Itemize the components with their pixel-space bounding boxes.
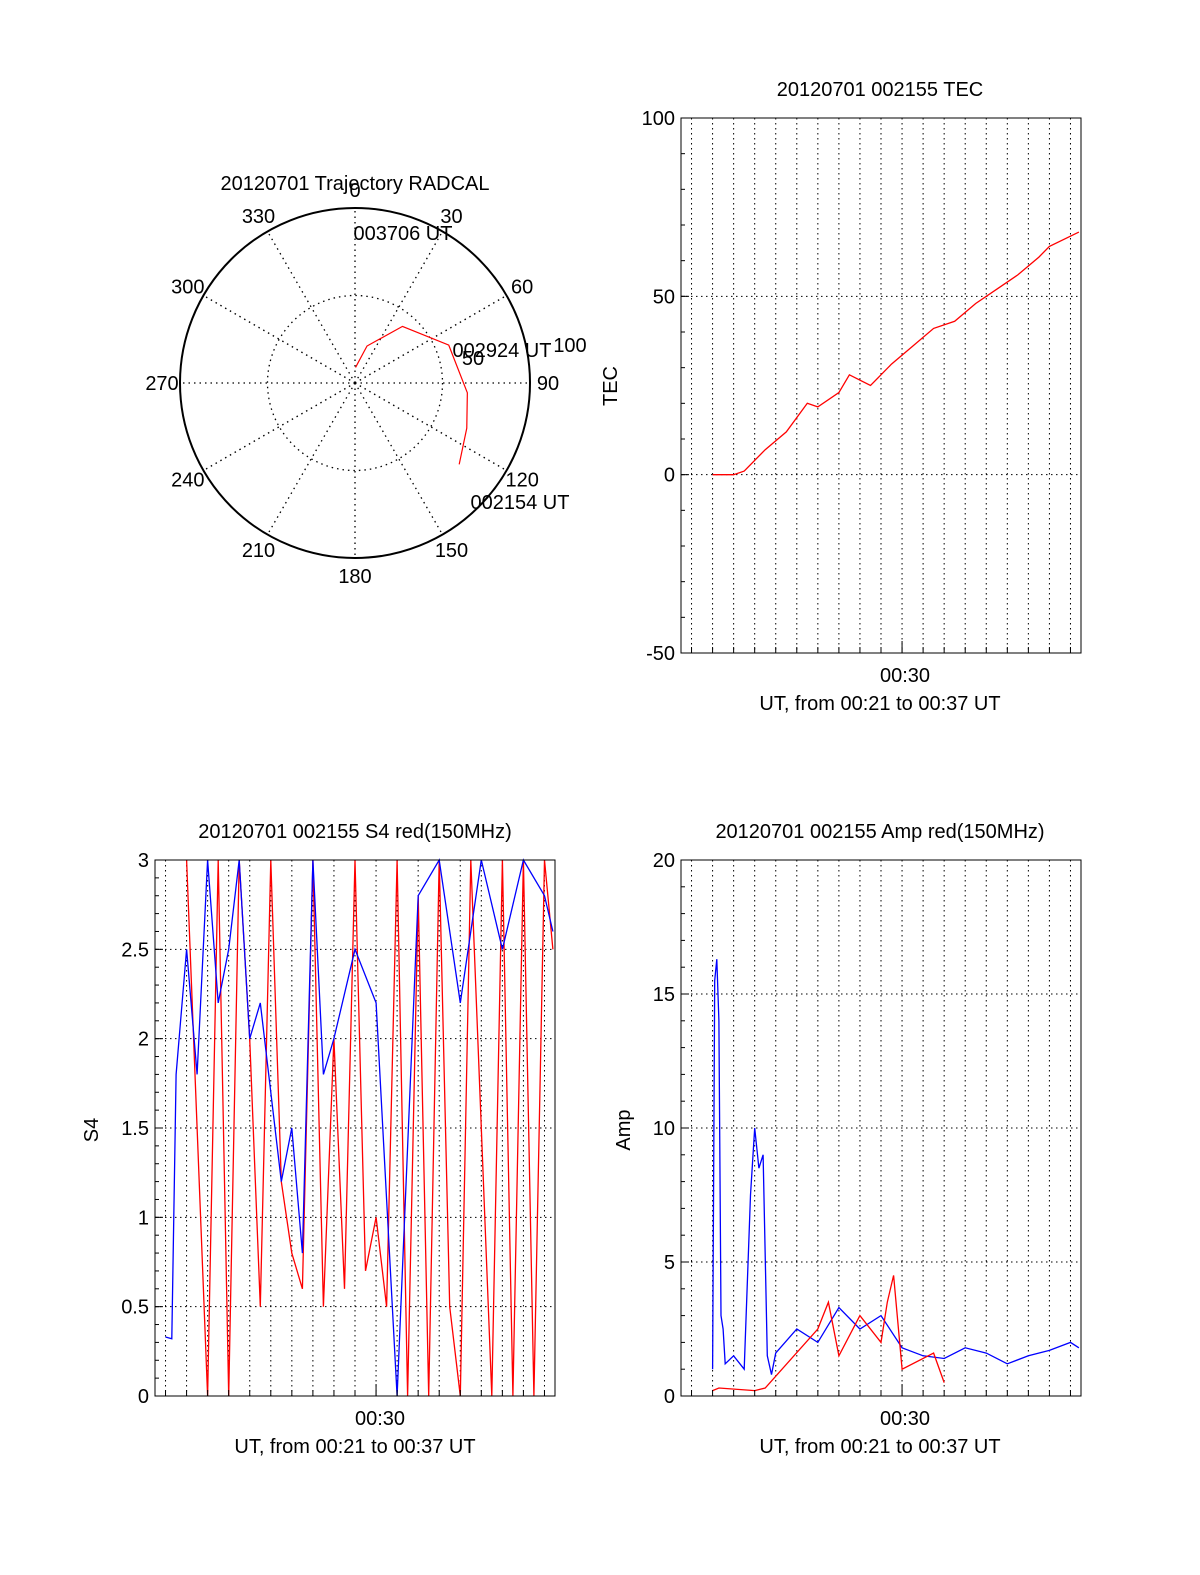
p2-series-line-red [185,859,554,1397]
polar-angle-label: 300 [171,277,204,299]
trajectory-line [355,325,468,465]
amp-grid [681,860,1081,1396]
p2-y-tick-label: 0.5 [121,1297,149,1319]
polar-angle-label: 0 [349,180,360,202]
trajectory-annotation-mid: 002924 UT [453,340,552,362]
p3-y-tick-label: 15 [653,984,675,1006]
polar-angle-label: 30 [440,206,462,228]
p2-y-tick-label: 3 [138,850,149,872]
polar-grid-spoke [266,382,356,535]
polar-grid-spoke [266,231,356,384]
tec-x-axis-label: UT, from 00:21 to 00:37 UT [759,693,1000,715]
s4-series [165,858,554,1397]
p2-series-line-blue [165,858,554,1397]
polar-angle-label: 150 [435,540,468,562]
s4-ticks: 0 0.5 1 1.5 2 2.5 3 [121,850,545,1408]
amp-y-axis-label: Amp [613,1109,635,1150]
p1-series-line-red [712,231,1080,476]
tec-title: 20120701 002155 TEC [777,79,983,101]
s4-panel: 20120701 002155 S4 red(150MHz) 0 0.5 1 1.5 2… [81,821,556,1458]
s4-y-axis-label: S4 [81,1118,103,1142]
polar-angle-label: 120 [505,470,538,492]
polar-grid-spoke [354,382,444,535]
polar-angle-label: 330 [242,206,275,228]
s4-x-axis-label: UT, from 00:21 to 00:37 UT [234,1436,475,1458]
amp-ticks: 0 5 10 15 20 [653,850,1071,1408]
polar-radial-label-50: 50 [462,348,484,370]
s4-grid [155,860,555,1396]
amp-title: 20120701 002155 Amp red(150MHz) [715,821,1044,843]
trajectory-path [355,325,468,465]
tec-grid [681,118,1081,653]
polar-angle-label: 270 [145,373,178,395]
p2-y-tick-label: 1 [138,1207,149,1229]
p3-y-tick-label: 5 [664,1252,675,1274]
tec-series [712,231,1080,476]
trajectory-annotation-start: 002154 UT [471,492,570,514]
p3-y-tick-label: 0 [664,1386,675,1408]
p1-y-tick-label: 0 [664,465,675,487]
polar-angle-label: 210 [242,540,275,562]
polar-grid [180,208,530,558]
polar-angle-labels: 0 30 60 90 120 150 180 210 240 270 300 330 [145,180,559,588]
polar-radial-label-100: 100 [553,335,586,357]
p2-y-tick-label: 2 [138,1029,149,1051]
tec-ticks: -50 0 50 100 [642,108,1071,665]
p3-y-tick-label: 10 [653,1118,675,1140]
p2-y-tick-label: 2.5 [121,939,149,961]
tec-y-axis-label: TEC [600,366,622,406]
p3-series-line-blue [711,959,1080,1375]
polar-outer-circle [179,207,531,559]
p1-y-tick-label: 50 [653,286,675,308]
p3-y-tick-label: 20 [653,850,675,872]
polar-trajectory-panel: 20120701 Trajectory RADCAL 0 30 60 90 120 150… [145,173,586,588]
polar-angle-label: 240 [171,470,204,492]
polar-title: 20120701 Trajectory RADCAL [220,173,489,195]
s4-x-tick-0030: 00:30 [355,1408,405,1430]
polar-angle-label: 180 [338,566,371,588]
tec-x-tick-0030: 00:30 [880,665,930,687]
p1-y-tick-label: 100 [642,108,675,130]
polar-grid-spoke [203,382,356,472]
polar-grid-spoke [354,382,507,472]
p2-y-tick-label: 0 [138,1386,149,1408]
amp-x-axis-label: UT, from 00:21 to 00:37 UT [759,1436,1000,1458]
p1-y-tick-label: -50 [646,643,675,665]
polar-angle-label: 60 [511,277,533,299]
amp-series [711,959,1080,1392]
trajectory-annotation-end: 003706 UT [354,223,453,245]
amp-panel: 20120701 002155 Amp red(150MHz) 0 5 10 15 20… [613,821,1082,1458]
polar-angle-label: 90 [537,373,559,395]
s4-title: 20120701 002155 S4 red(150MHz) [198,821,512,843]
p3-series-line-red [712,1275,945,1392]
p2-y-tick-label: 1.5 [121,1118,149,1140]
amp-x-tick-0030: 00:30 [880,1408,930,1430]
polar-grid-circle [266,294,444,472]
